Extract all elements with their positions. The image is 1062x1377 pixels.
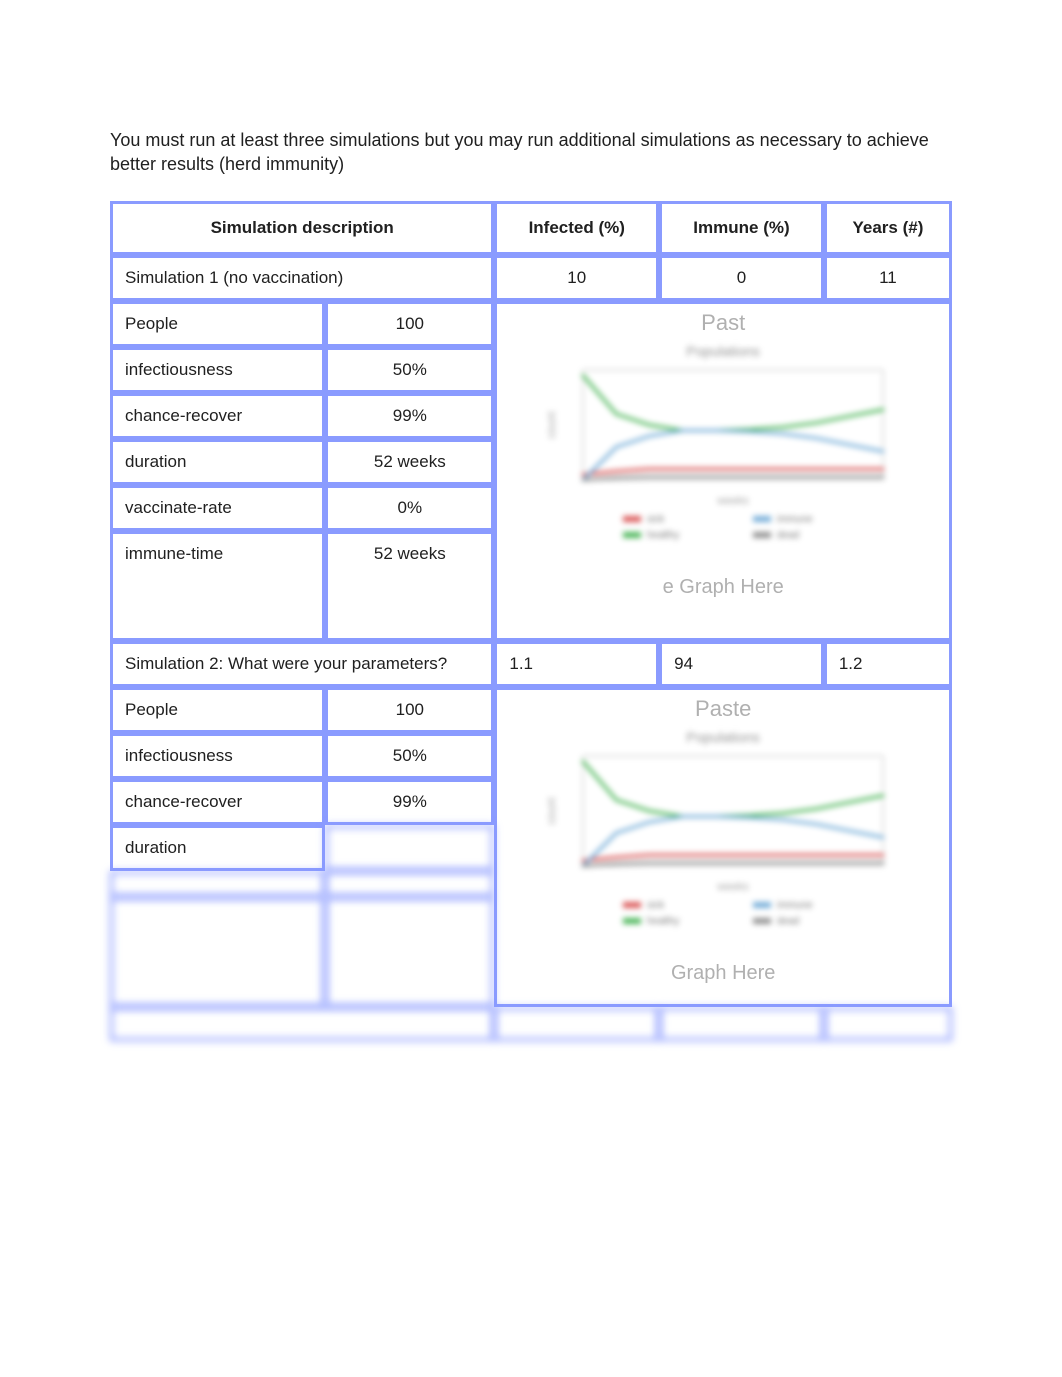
sim1-param-table: People 100 infectiousness 50% chance-rec… (110, 301, 494, 641)
sim3-infected (494, 1007, 659, 1041)
param-label (110, 897, 325, 1007)
sim1-years: 11 (824, 255, 952, 301)
param-label: vaccinate-rate (110, 485, 325, 531)
sim3-immune (659, 1007, 824, 1041)
populations-chart: Populations count weeks sick healthy immune de… (533, 726, 913, 956)
param-label: chance-recover (110, 779, 325, 825)
param-label: People (110, 301, 325, 347)
sim1-graph-placeholder: Past Populations count weeks sick healthy imm… (497, 304, 949, 609)
param-value: 50% (325, 347, 494, 393)
param-value: 99% (325, 779, 494, 825)
svg-text:immune: immune (777, 900, 813, 911)
sim2-detail-row: People 100 infectiousness 50% chance-rec… (110, 687, 952, 1007)
svg-text:count: count (546, 411, 558, 438)
sim2-immune: 94 (659, 641, 824, 687)
sim3-years (824, 1007, 952, 1041)
graph-top-caption: Past (701, 304, 745, 340)
param-label: infectiousness (110, 733, 325, 779)
svg-text:sick: sick (647, 514, 665, 525)
sim3-title (110, 1007, 494, 1041)
sim2-years: 1.2 (824, 641, 952, 687)
svg-text:immune: immune (777, 514, 813, 525)
param-label (110, 871, 325, 897)
svg-text:dead: dead (777, 916, 799, 927)
param-label: infectiousness (110, 347, 325, 393)
simulations-table: Simulation description Infected (%) Immu… (110, 201, 952, 1041)
graph-bottom-caption: e Graph Here (663, 570, 784, 609)
header-years: Years (#) (824, 201, 952, 255)
param-value: 0% (325, 485, 494, 531)
svg-text:healthy: healthy (647, 530, 679, 541)
param-value: 100 (325, 687, 494, 733)
param-label: duration (110, 439, 325, 485)
param-value: 50% (325, 733, 494, 779)
param-label: People (110, 687, 325, 733)
param-value (325, 897, 494, 1007)
table-header-row: Simulation description Infected (%) Immu… (110, 201, 952, 255)
svg-text:dead: dead (777, 530, 799, 541)
sim2-infected: 1.1 (494, 641, 659, 687)
svg-text:Populations: Populations (687, 729, 760, 745)
intro-text: You must run at least three simulations … (110, 128, 952, 177)
svg-text:weeks: weeks (717, 495, 750, 507)
sim1-summary-row: Simulation 1 (no vaccination) 10 0 11 (110, 255, 952, 301)
header-description: Simulation description (110, 201, 494, 255)
header-infected: Infected (%) (494, 201, 659, 255)
param-value (325, 825, 494, 871)
sim3-summary-row (110, 1007, 952, 1041)
param-label: duration (110, 825, 325, 871)
param-value: 99% (325, 393, 494, 439)
sim2-title: Simulation 2: What were your parameters? (110, 641, 494, 687)
graph-bottom-caption: Graph Here (671, 956, 776, 995)
sim2-graph-placeholder: Paste Populations count weeks sick healthy im… (497, 690, 949, 995)
sim2-chart-area: Populations count weeks sick healthy immune de… (497, 726, 949, 956)
param-value: 52 weeks (325, 439, 494, 485)
svg-text:weeks: weeks (717, 881, 750, 893)
header-immune: Immune (%) (659, 201, 824, 255)
svg-text:count: count (546, 797, 558, 824)
sim2-graph-cell: Paste Populations count weeks sick healthy im… (494, 687, 952, 1007)
sim1-title: Simulation 1 (no vaccination) (110, 255, 494, 301)
graph-top-caption: Paste (695, 690, 751, 726)
param-value: 100 (325, 301, 494, 347)
sim1-infected: 10 (494, 255, 659, 301)
document-page: You must run at least three simulations … (0, 0, 1062, 1377)
sim2-summary-row: Simulation 2: What were your parameters?… (110, 641, 952, 687)
svg-text:sick: sick (647, 900, 665, 911)
param-label: immune-time (110, 531, 325, 641)
svg-text:Populations: Populations (687, 343, 760, 359)
param-value: 52 weeks (325, 531, 494, 641)
svg-text:healthy: healthy (647, 916, 679, 927)
populations-chart: Populations count weeks sick healthy immune de… (533, 340, 913, 570)
sim2-param-table: People 100 infectiousness 50% chance-rec… (110, 687, 494, 1007)
sim1-params-cell: People 100 infectiousness 50% chance-rec… (110, 301, 494, 641)
sim2-params-cell: People 100 infectiousness 50% chance-rec… (110, 687, 494, 1007)
sim1-chart-area: Populations count weeks sick healthy immune de… (497, 340, 949, 570)
sim1-graph-cell: Past Populations count weeks sick healthy imm… (494, 301, 952, 641)
param-label: chance-recover (110, 393, 325, 439)
sim1-immune: 0 (659, 255, 824, 301)
sim1-detail-row: People 100 infectiousness 50% chance-rec… (110, 301, 952, 641)
param-value (325, 871, 494, 897)
